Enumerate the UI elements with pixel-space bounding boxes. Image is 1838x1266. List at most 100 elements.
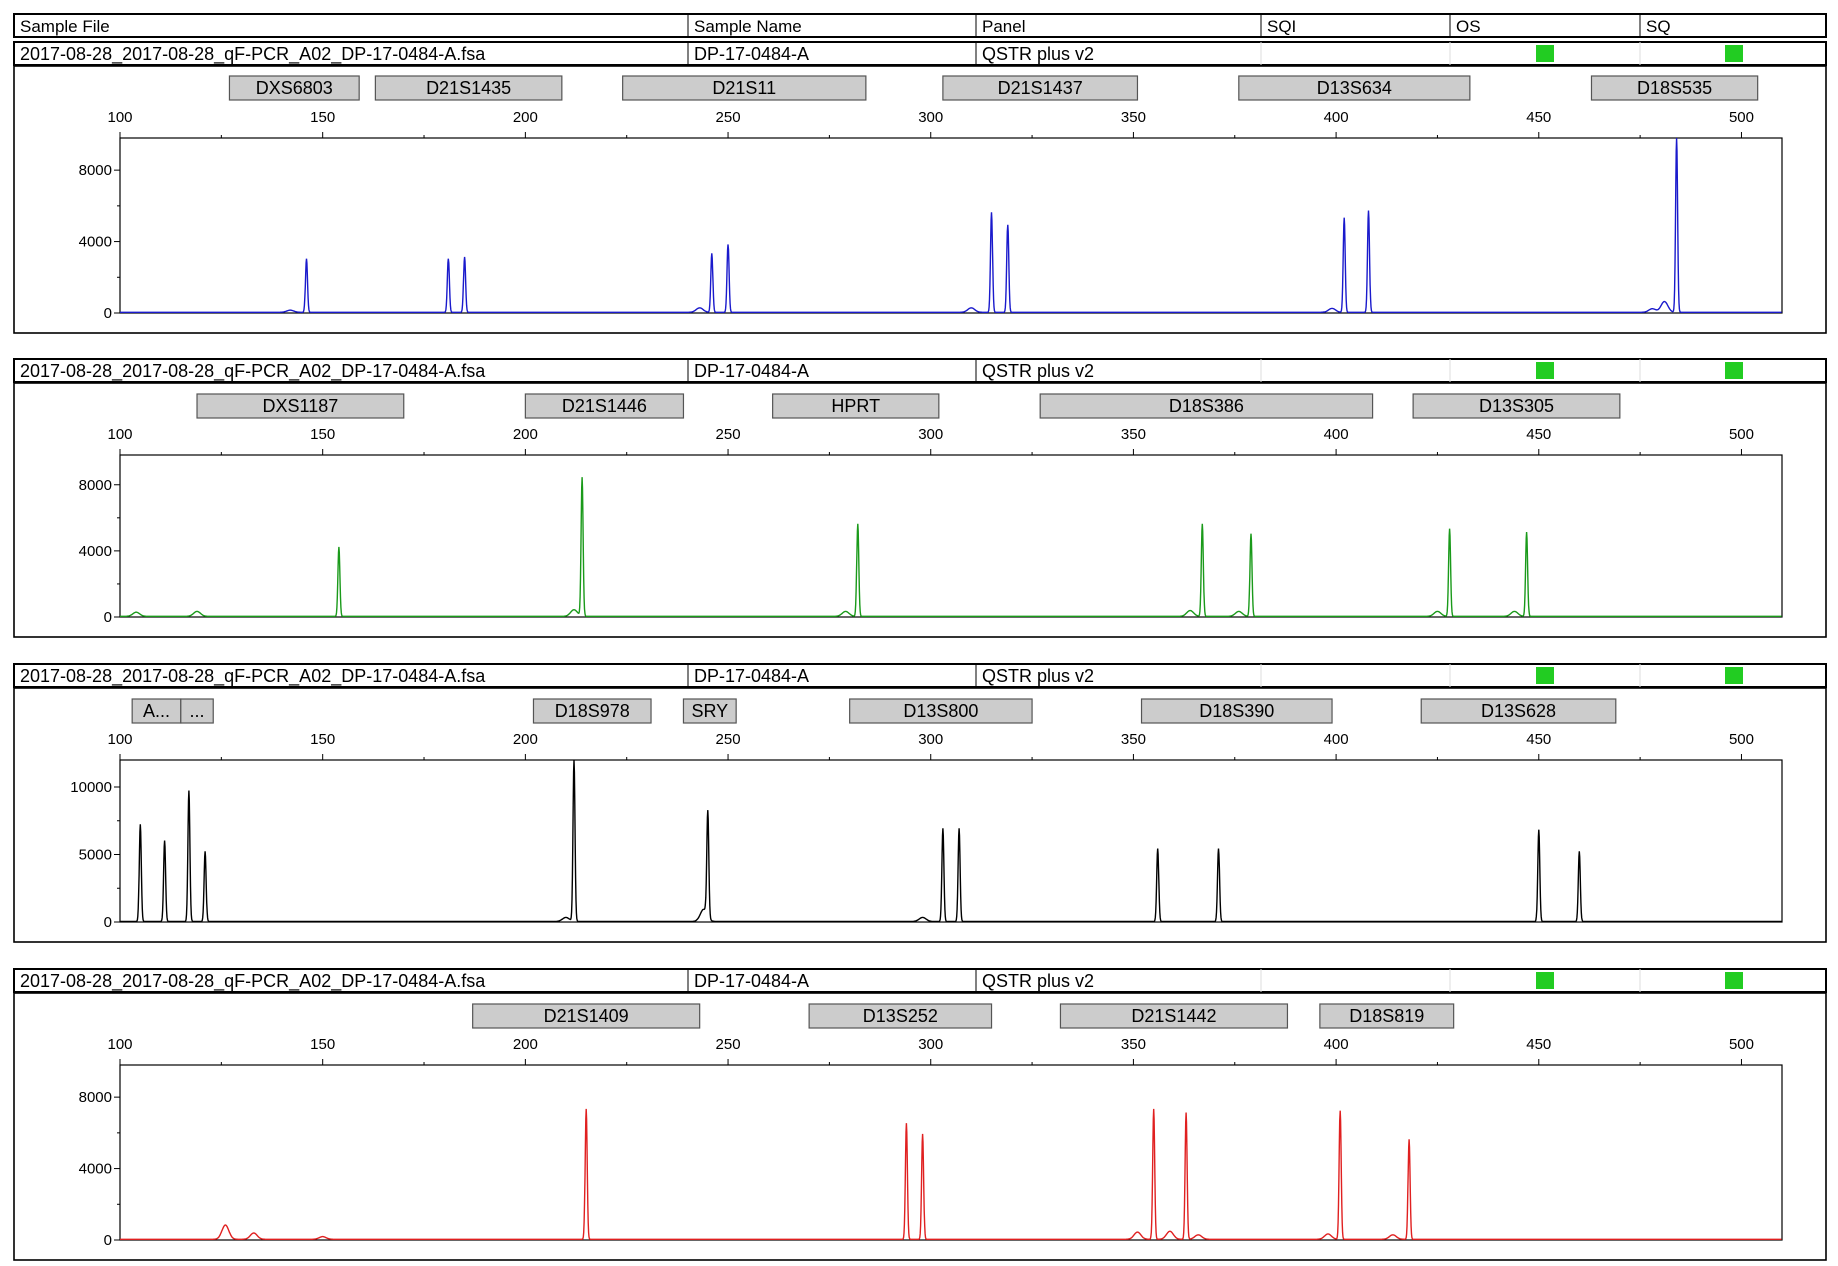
x-tick-label: 300 bbox=[918, 731, 943, 748]
column-header-sample-file: Sample File bbox=[20, 17, 110, 36]
marker-bin bbox=[472, 1003, 701, 1029]
y-tick-label: 8000 bbox=[79, 477, 112, 494]
marker-bin bbox=[532, 698, 652, 724]
sample-info-row bbox=[13, 968, 1827, 993]
y-tick-label: 0 bbox=[104, 305, 112, 322]
marker-label: SRY bbox=[691, 701, 728, 721]
marker-bin bbox=[1238, 75, 1471, 101]
x-tick-label: 500 bbox=[1729, 1036, 1754, 1053]
header-frame bbox=[13, 13, 1827, 38]
dye-panels: 2017-08-28_2017-08-28_qF-PCR_A02_DP-17-0… bbox=[13, 41, 1827, 1261]
dye-panel-blue: 2017-08-28_2017-08-28_qF-PCR_A02_DP-17-0… bbox=[13, 41, 1827, 334]
sample-name-value: DP-17-0484-A bbox=[694, 44, 809, 64]
marker-label: D13S628 bbox=[1481, 701, 1556, 721]
marker-label: D18S819 bbox=[1349, 1006, 1424, 1026]
x-tick-label: 450 bbox=[1526, 731, 1551, 748]
x-tick-label: 300 bbox=[918, 109, 943, 126]
marker-bin bbox=[374, 75, 563, 101]
sq-status-indicator bbox=[1725, 362, 1743, 379]
trace-black bbox=[120, 759, 1782, 923]
panel-frame bbox=[13, 382, 1827, 638]
x-tick-label: 250 bbox=[716, 426, 741, 443]
os-status-indicator bbox=[1536, 45, 1554, 62]
marker-label: D21S1409 bbox=[544, 1006, 629, 1026]
sample-name-value: DP-17-0484-A bbox=[694, 361, 809, 381]
y-tick-label: 0 bbox=[104, 914, 112, 931]
y-tick-label: 8000 bbox=[79, 1089, 112, 1106]
dye-panel-black: 2017-08-28_2017-08-28_qF-PCR_A02_DP-17-0… bbox=[13, 663, 1827, 943]
column-header-sq: SQ bbox=[1646, 17, 1671, 36]
panel-value: QSTR plus v2 bbox=[982, 971, 1094, 991]
sample-file-value: 2017-08-28_2017-08-28_qF-PCR_A02_DP-17-0… bbox=[20, 361, 486, 382]
sample-info-row bbox=[13, 358, 1827, 383]
sample-file-value: 2017-08-28_2017-08-28_qF-PCR_A02_DP-17-0… bbox=[20, 971, 486, 992]
marker-bin bbox=[1140, 698, 1333, 724]
x-tick-label: 300 bbox=[918, 1036, 943, 1053]
marker-label: DXS6803 bbox=[256, 78, 333, 98]
column-header-os: OS bbox=[1456, 17, 1481, 36]
x-tick-label: 100 bbox=[107, 426, 132, 443]
dye-panel-red: 2017-08-28_2017-08-28_qF-PCR_A02_DP-17-0… bbox=[13, 968, 1827, 1261]
column-header-bar: Sample File Sample Name Panel SQI OS SQ bbox=[13, 13, 1827, 38]
y-tick-label: 8000 bbox=[79, 162, 112, 179]
trace-green bbox=[120, 477, 1782, 617]
panel-frame bbox=[13, 65, 1827, 334]
marker-bin bbox=[942, 75, 1139, 101]
x-tick-label: 450 bbox=[1526, 109, 1551, 126]
plot-area bbox=[119, 1064, 1783, 1241]
x-tick-label: 450 bbox=[1526, 1036, 1551, 1053]
x-tick-label: 400 bbox=[1324, 731, 1349, 748]
plot-area bbox=[119, 759, 1783, 923]
os-status-indicator bbox=[1536, 667, 1554, 684]
marker-label: A... bbox=[143, 701, 170, 721]
marker-label: HPRT bbox=[831, 396, 880, 416]
marker-bin bbox=[1319, 1003, 1455, 1029]
marker-bin bbox=[131, 698, 182, 724]
column-header-sqi: SQI bbox=[1267, 17, 1296, 36]
os-status-indicator bbox=[1536, 972, 1554, 989]
y-tick-label: 0 bbox=[104, 1232, 112, 1249]
marker-bin bbox=[1590, 75, 1759, 101]
marker-label: D21S1442 bbox=[1131, 1006, 1216, 1026]
panel-value: QSTR plus v2 bbox=[982, 361, 1094, 381]
sample-file-value: 2017-08-28_2017-08-28_qF-PCR_A02_DP-17-0… bbox=[20, 44, 486, 65]
marker-bin bbox=[524, 393, 685, 419]
x-tick-label: 350 bbox=[1121, 731, 1146, 748]
x-tick-label: 100 bbox=[107, 1036, 132, 1053]
x-tick-label: 150 bbox=[310, 109, 335, 126]
x-tick-label: 350 bbox=[1121, 109, 1146, 126]
x-tick-label: 250 bbox=[716, 731, 741, 748]
x-tick-label: 150 bbox=[310, 1036, 335, 1053]
plot-area bbox=[119, 137, 1783, 314]
x-tick-label: 200 bbox=[513, 731, 538, 748]
marker-label: D13S252 bbox=[863, 1006, 938, 1026]
x-tick-label: 100 bbox=[107, 109, 132, 126]
marker-label: D18S978 bbox=[555, 701, 630, 721]
x-tick-label: 150 bbox=[310, 426, 335, 443]
y-tick-label: 4000 bbox=[79, 1161, 112, 1178]
marker-bin bbox=[849, 698, 1033, 724]
marker-bin bbox=[772, 393, 940, 419]
marker-label: D21S1437 bbox=[998, 78, 1083, 98]
panel-value: QSTR plus v2 bbox=[982, 666, 1094, 686]
marker-bin bbox=[682, 698, 737, 724]
panel-value: QSTR plus v2 bbox=[982, 44, 1094, 64]
marker-bin bbox=[1059, 1003, 1289, 1029]
x-tick-label: 350 bbox=[1121, 426, 1146, 443]
marker-label: DXS1187 bbox=[263, 396, 339, 416]
column-header-panel: Panel bbox=[982, 17, 1025, 36]
marker-label: D18S390 bbox=[1199, 701, 1274, 721]
x-tick-label: 200 bbox=[513, 426, 538, 443]
marker-bin bbox=[622, 75, 867, 101]
y-tick-label: 4000 bbox=[79, 543, 112, 560]
sample-info-row bbox=[13, 663, 1827, 688]
y-tick-label: 5000 bbox=[79, 847, 112, 864]
x-tick-label: 350 bbox=[1121, 1036, 1146, 1053]
marker-label: D21S11 bbox=[712, 78, 776, 98]
sample-file-value: 2017-08-28_2017-08-28_qF-PCR_A02_DP-17-0… bbox=[20, 666, 486, 687]
y-tick-label: 4000 bbox=[79, 234, 112, 251]
sample-info-row bbox=[13, 41, 1827, 66]
marker-label: D13S800 bbox=[903, 701, 978, 721]
x-tick-label: 400 bbox=[1324, 1036, 1349, 1053]
